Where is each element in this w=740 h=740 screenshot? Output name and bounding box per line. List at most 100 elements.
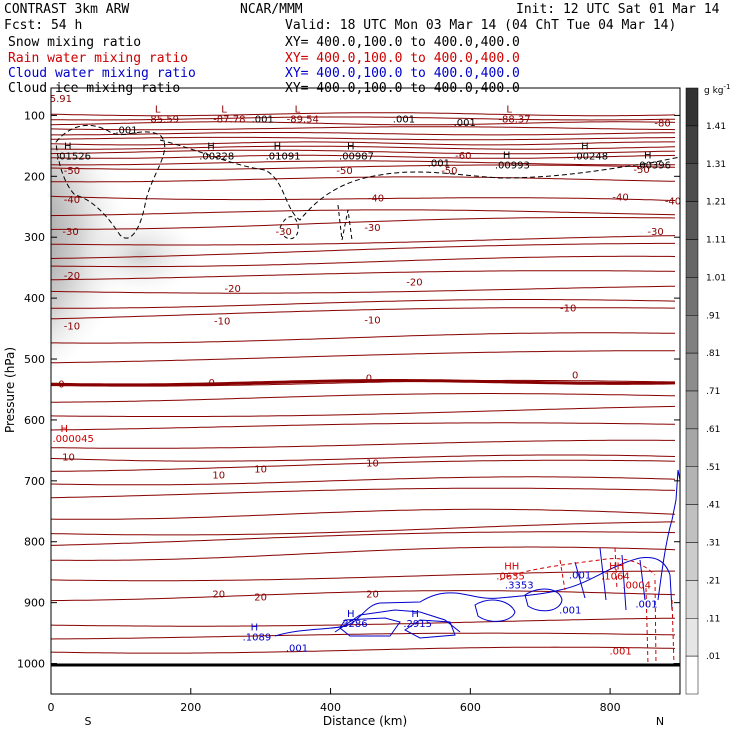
extremum-value: .1089 — [243, 632, 272, 643]
field-snow-xy: XY= 400.0,100.0 to 400.0,400.0 — [285, 35, 520, 50]
temperature-contour-line — [51, 121, 676, 126]
temperature-contour-line — [51, 145, 676, 150]
temperature-label: 0 — [366, 373, 372, 384]
temperature-label: 20 — [212, 590, 225, 601]
temperature-label: 10 — [62, 452, 75, 463]
center-title: NCAR/MMM — [240, 2, 303, 17]
temperature-label: -10 — [64, 322, 80, 333]
cloud-water-contour-line — [657, 469, 680, 601]
temperature-label: 10 — [366, 459, 379, 470]
north-label: N — [656, 715, 664, 728]
colorbar-swatch — [685, 428, 699, 467]
extremum-value: .01526 — [56, 151, 91, 162]
temperature-contour-line — [51, 405, 676, 417]
temperature-contour-line — [51, 176, 676, 183]
temperature-contour-line — [51, 299, 676, 309]
cloud-water-contour-line — [404, 619, 456, 639]
extremum-value: .000045 — [52, 434, 93, 445]
temperature-label: -30 — [647, 227, 663, 238]
contour-value-label: .001 — [115, 126, 137, 137]
temperature-contour-line — [51, 154, 676, 159]
temperature-contour-line — [51, 459, 676, 472]
snow-shading-light — [80, 215, 200, 295]
y-tick-label: 100 — [24, 109, 45, 122]
colorbar-swatch — [685, 201, 699, 240]
temperature-label: -10 — [214, 317, 230, 328]
temperature-label: 0 — [209, 378, 215, 389]
extremum-marker: H — [503, 150, 511, 161]
field-cloudwater-name: Cloud water mixing ratio — [8, 66, 196, 81]
extremum-value: .00993 — [495, 160, 530, 171]
temperature-label: -60 — [455, 151, 471, 162]
extremum-marker: H — [644, 150, 652, 161]
colorbar-swatch — [685, 163, 699, 202]
temperature-contour-line — [51, 393, 676, 403]
colorbar-level-label: 1.21 — [706, 198, 726, 208]
x-tick-label: 800 — [600, 701, 621, 714]
temperature-contour-line — [51, 116, 676, 121]
extremum-marker: L — [221, 105, 227, 116]
zero-isotherm-line — [51, 379, 676, 387]
cloud-water-contour-line — [574, 547, 646, 611]
contour-value-label: .3353 — [505, 581, 534, 592]
rain-contour-line — [559, 547, 675, 666]
extremum-marker: H — [411, 609, 419, 620]
field-rain-name: Rain water mixing ratio — [8, 51, 188, 66]
y-tick-label: 200 — [24, 170, 45, 183]
colorbar-level-label: .51 — [706, 463, 720, 473]
temperature-label: 10 — [212, 471, 225, 482]
temperature-label: 10 — [254, 465, 267, 476]
extremum-marker: H — [581, 141, 589, 152]
colorbar: g kg-1 1.41 1.31 1.21 1.11 1.01 .91 .81 .71 .61.… — [685, 83, 730, 695]
plot-frame — [50, 87, 681, 695]
temperature-label: -50 — [64, 166, 80, 177]
snow-contour-line — [55, 124, 680, 239]
temperature-contour-line — [51, 454, 676, 462]
temperature-contour-line — [51, 164, 676, 170]
colorbar-level-label: .01 — [706, 652, 720, 662]
temperature-contour-line — [51, 255, 676, 268]
x-tick-label: 0 — [48, 701, 55, 714]
y-tick-label: 600 — [24, 414, 45, 427]
colorbar-level-label: .81 — [706, 349, 720, 359]
colorbar-swatch — [685, 125, 699, 164]
temperature-label: -30 — [364, 223, 380, 234]
extremum-value: .0635 — [496, 571, 525, 582]
temperature-label: -50 — [336, 166, 352, 177]
rain-contours — [499, 547, 675, 666]
temperature-contour-line — [51, 209, 676, 217]
colorbar-swatch — [685, 655, 699, 695]
temperature-label: -40 — [665, 197, 681, 208]
contour-value-label: .001 — [428, 159, 450, 170]
temperature-contour-line — [51, 307, 675, 320]
temperature-contour-line — [51, 570, 675, 582]
extremum-marker: H — [60, 424, 68, 435]
temperature-contour-line — [51, 285, 675, 294]
colorbar-level-label: .21 — [706, 576, 720, 586]
extremum-value: .1064 — [601, 571, 630, 582]
temperature-contours — [51, 112, 676, 654]
colorbar-level-label: .11 — [706, 614, 720, 624]
y-tick-label: 1000 — [17, 658, 45, 671]
temperature-contour-line — [51, 422, 676, 431]
colorbar-swatch — [685, 390, 699, 430]
colorbar-swatch — [685, 352, 699, 392]
temperature-contour-line — [51, 235, 676, 246]
forecast-hour: Fcst: 54 h — [4, 18, 82, 33]
temperature-contour-line — [51, 195, 676, 201]
colorbar-level-label: .41 — [706, 501, 720, 511]
temperature-contour-line — [51, 126, 676, 131]
temperature-label: -50 — [633, 165, 649, 176]
extremum-marker: H — [347, 609, 355, 620]
contour-value-label: .001 — [393, 115, 415, 126]
extremum-value: .00328 — [199, 151, 234, 162]
colorbar-level-label: .91 — [706, 311, 720, 321]
temperature-contour-line — [51, 508, 676, 520]
x-tick-label: 600 — [460, 701, 481, 714]
colorbar-swatch — [685, 277, 699, 316]
colorbar-swatch — [685, 466, 699, 505]
extremum-marker: HH — [504, 561, 519, 572]
temperature-contour-line — [51, 350, 675, 364]
temperature-contour-line — [51, 531, 676, 546]
